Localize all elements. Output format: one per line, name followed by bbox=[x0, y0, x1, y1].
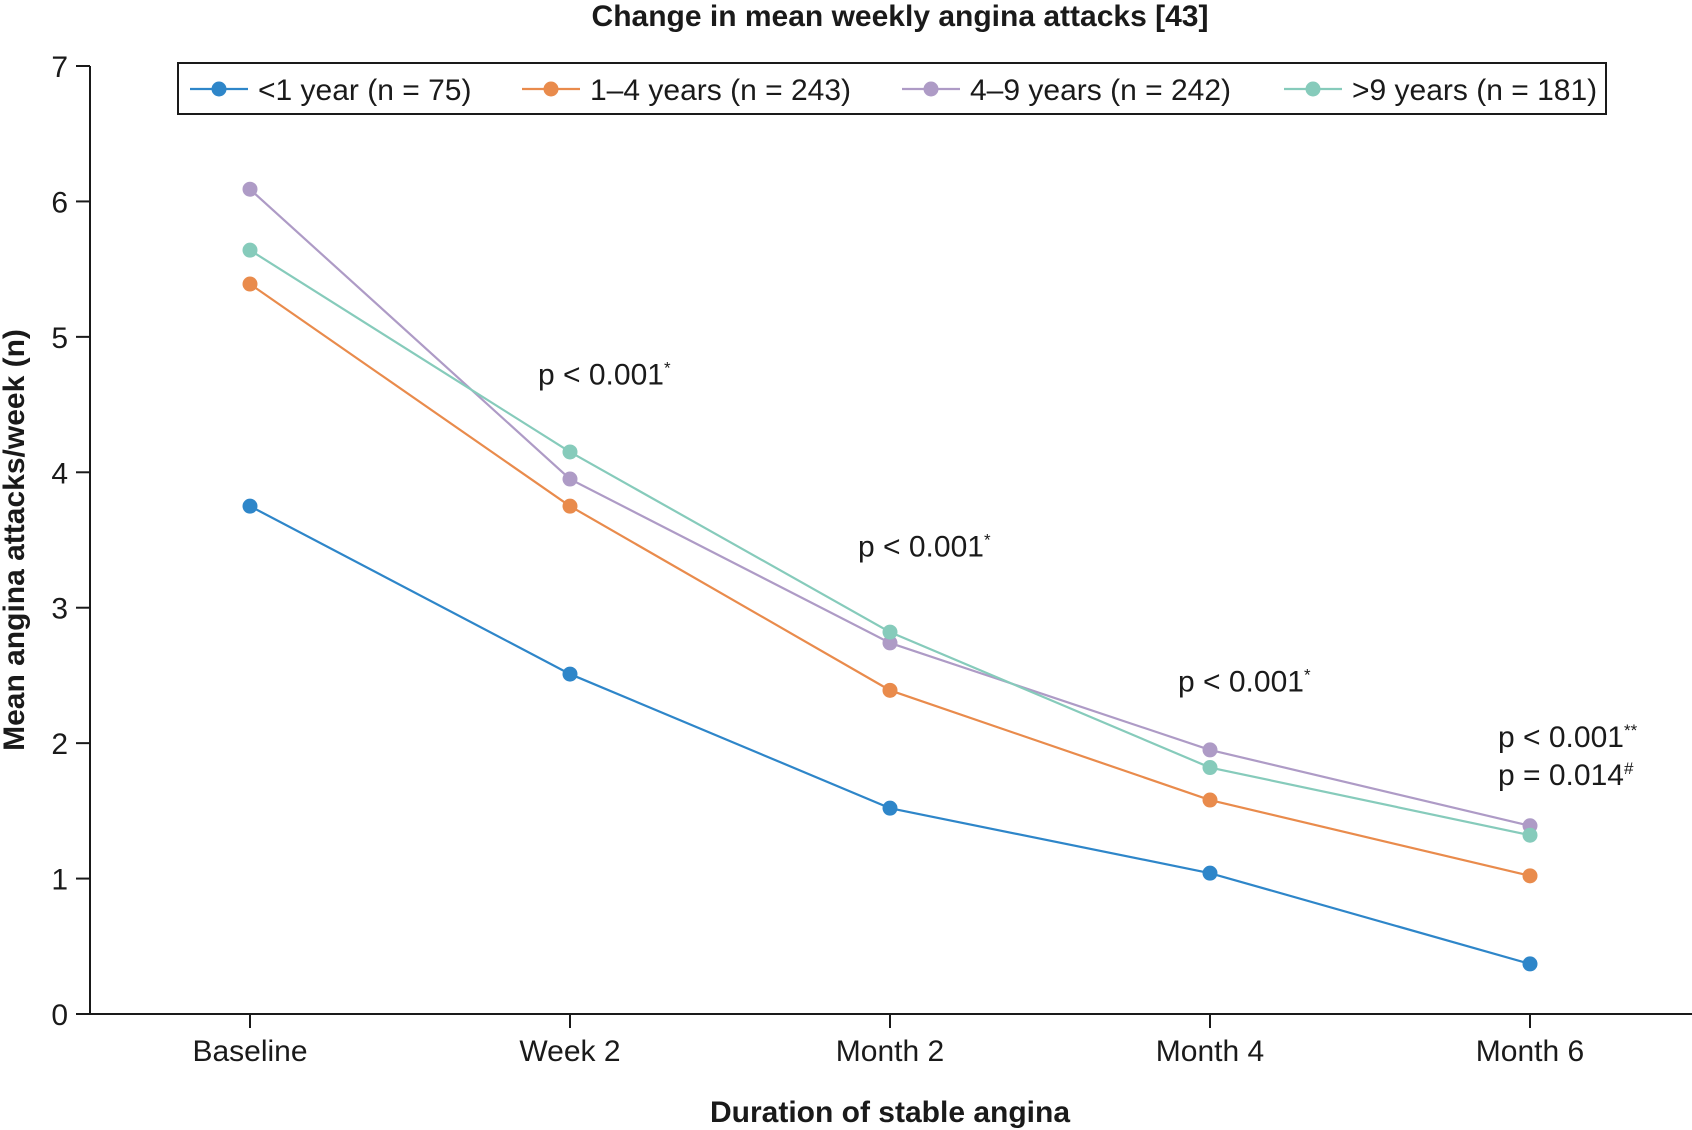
y-tick-label: 5 bbox=[51, 322, 68, 355]
data-point bbox=[1202, 760, 1218, 776]
data-point bbox=[242, 498, 258, 514]
data-point bbox=[242, 242, 258, 258]
legend-marker bbox=[1305, 81, 1321, 97]
p-value-annotation: p = 0.014# bbox=[1498, 759, 1634, 792]
legend-marker bbox=[923, 81, 939, 97]
legend-item-1: <1 year (n = 75) bbox=[190, 74, 471, 107]
data-point bbox=[242, 181, 258, 197]
series-4 bbox=[242, 242, 1538, 843]
data-point bbox=[562, 471, 578, 487]
chart-title: Change in mean weekly angina attacks [43… bbox=[592, 0, 1209, 33]
data-point bbox=[882, 682, 898, 698]
y-axis-title: Mean angina attacks/week (n) bbox=[0, 329, 31, 751]
legend-label: 4–9 years (n = 242) bbox=[970, 74, 1231, 107]
legend: <1 year (n = 75) 1–4 years (n = 243) 4–9 y… bbox=[177, 62, 1607, 115]
p-value-annotation: p < 0.001* bbox=[1178, 666, 1311, 699]
x-tick-label: Baseline bbox=[192, 1035, 307, 1068]
legend-item-3: 4–9 years (n = 242) bbox=[902, 74, 1231, 107]
series-2 bbox=[242, 276, 1538, 884]
legend-box bbox=[177, 62, 1607, 115]
p-value-annotation: p < 0.001* bbox=[538, 358, 671, 391]
y-tick-label: 2 bbox=[51, 728, 68, 761]
y-tick-label: 1 bbox=[51, 864, 68, 897]
data-point bbox=[1202, 792, 1218, 808]
legend-marker bbox=[211, 81, 227, 97]
y-tick-label: 7 bbox=[51, 51, 68, 84]
data-point bbox=[882, 624, 898, 640]
series-1 bbox=[242, 498, 1538, 972]
series-line bbox=[249, 188, 1531, 827]
legend-label: 1–4 years (n = 243) bbox=[590, 74, 851, 107]
x-tick-label: Week 2 bbox=[519, 1035, 620, 1068]
data-point bbox=[562, 444, 578, 460]
x-axis-title: Duration of stable angina bbox=[710, 1096, 1070, 1129]
x-tick-label: Month 6 bbox=[1476, 1035, 1584, 1068]
data-point bbox=[562, 666, 578, 682]
legend-marker bbox=[543, 81, 559, 97]
legend-label: >9 years (n = 181) bbox=[1352, 74, 1597, 107]
series-lines bbox=[242, 181, 1538, 972]
y-tick-label: 4 bbox=[51, 457, 68, 490]
series-line bbox=[249, 283, 1531, 877]
axes: 0 1 2 3 4 5 6 7 Baseline Week 2 Month 2 Month 4 Mont… bbox=[51, 51, 1692, 1068]
data-point bbox=[562, 498, 578, 514]
legend-item-4: >9 years (n = 181) bbox=[1284, 74, 1597, 107]
series-line bbox=[249, 505, 1531, 965]
series-3 bbox=[242, 181, 1538, 834]
data-point bbox=[1522, 956, 1538, 972]
data-point bbox=[1522, 868, 1538, 884]
y-tick-label: 0 bbox=[51, 999, 68, 1032]
annotations: p < 0.001* p < 0.001* p < 0.001* p < 0.001*… bbox=[538, 358, 1638, 792]
data-point bbox=[1202, 865, 1218, 881]
data-point bbox=[1522, 827, 1538, 843]
p-value-annotation: p < 0.001** bbox=[1498, 721, 1638, 754]
data-point bbox=[242, 276, 258, 292]
data-point bbox=[1202, 742, 1218, 758]
x-tick-label: Month 2 bbox=[836, 1035, 944, 1068]
p-value-annotation: p < 0.001* bbox=[858, 530, 991, 563]
y-tick-label: 3 bbox=[51, 593, 68, 626]
y-tick-label: 6 bbox=[51, 186, 68, 219]
data-point bbox=[882, 635, 898, 651]
x-tick-label: Month 4 bbox=[1156, 1035, 1264, 1068]
data-point bbox=[882, 800, 898, 816]
legend-label: <1 year (n = 75) bbox=[258, 74, 471, 107]
legend-item-2: 1–4 years (n = 243) bbox=[522, 74, 851, 107]
